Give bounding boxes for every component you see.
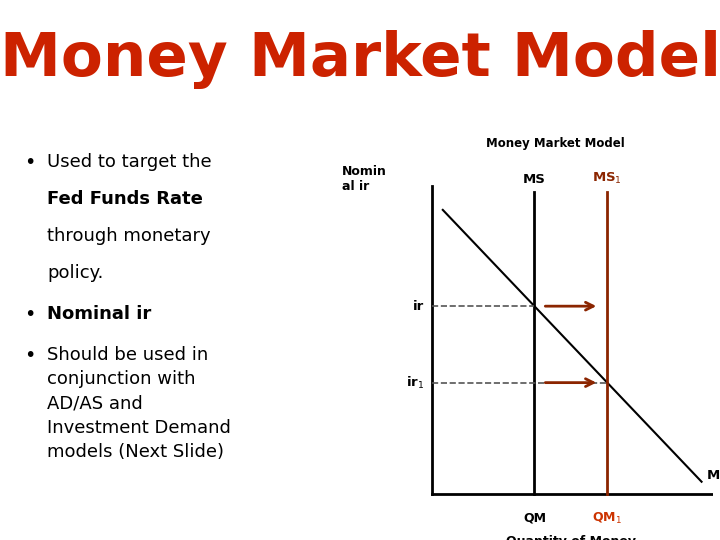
Text: Used to target the: Used to target the [47, 153, 212, 171]
Text: policy.: policy. [47, 264, 103, 282]
Text: ir: ir [413, 300, 424, 313]
Text: MS: MS [523, 173, 546, 186]
Text: through monetary: through monetary [47, 227, 210, 245]
Text: Should be used in
conjunction with
AD/AS and
Investment Demand
models (Next Slid: Should be used in conjunction with AD/AS… [47, 346, 231, 461]
Text: Fed Funds Rate: Fed Funds Rate [47, 190, 203, 208]
Text: Nomin
al ir: Nomin al ir [342, 165, 387, 193]
Text: •: • [24, 305, 35, 324]
Text: MS$_1$: MS$_1$ [593, 171, 622, 186]
Text: ir$_1$: ir$_1$ [405, 375, 424, 390]
Text: Quantity of Money: Quantity of Money [506, 535, 636, 540]
Text: •: • [24, 346, 35, 365]
Text: •: • [24, 153, 35, 172]
Text: QM$_1$: QM$_1$ [593, 511, 622, 526]
Text: QM: QM [523, 511, 546, 524]
Text: Money Market Model: Money Market Model [0, 30, 720, 89]
Text: Nominal ir: Nominal ir [47, 305, 151, 323]
Text: Money Market Model: Money Market Model [486, 137, 625, 150]
Text: MD: MD [707, 469, 720, 482]
